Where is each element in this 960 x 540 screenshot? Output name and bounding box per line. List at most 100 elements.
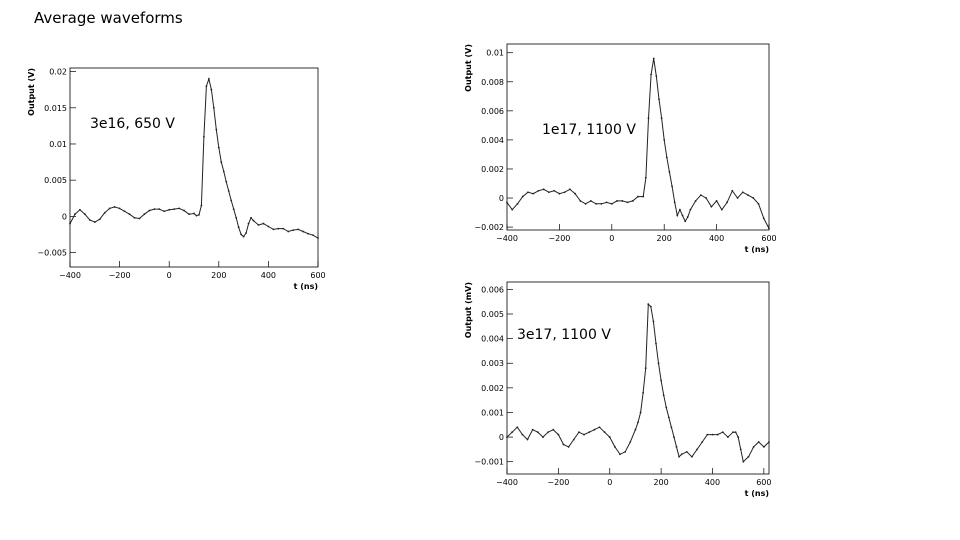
data-point <box>768 441 770 443</box>
x-tick-label: 400 <box>705 478 720 487</box>
data-point <box>237 226 240 229</box>
data-point <box>626 201 629 204</box>
data-point <box>668 170 671 173</box>
data-point <box>93 221 96 224</box>
data-point <box>701 441 704 443</box>
data-point <box>658 98 660 101</box>
data-point <box>178 207 181 210</box>
data-point <box>227 190 230 192</box>
data-point <box>247 222 250 225</box>
data-point <box>613 446 616 448</box>
data-point <box>762 446 765 448</box>
x-tick-label: −200 <box>547 478 569 487</box>
data-point <box>655 75 658 77</box>
data-point <box>699 194 702 197</box>
data-point <box>143 213 146 216</box>
chart-annotation: 3e16, 650 V <box>90 116 175 132</box>
x-tick-label: 600 <box>756 478 771 487</box>
y-axis-label: Output (V) <box>27 68 36 116</box>
data-point <box>553 189 556 192</box>
data-point <box>742 460 745 463</box>
data-point <box>675 446 678 448</box>
data-point <box>679 208 681 211</box>
data-point <box>691 455 693 458</box>
data-point <box>506 436 508 438</box>
data-point <box>739 448 742 451</box>
y-tick-label: −0.001 <box>474 458 504 467</box>
data-point <box>542 188 545 191</box>
data-point <box>558 192 561 195</box>
data-point <box>579 200 582 202</box>
data-point <box>521 195 524 198</box>
data-point <box>578 431 580 434</box>
x-tick-label: 200 <box>657 234 672 243</box>
data-point <box>665 156 668 159</box>
data-point <box>752 446 755 448</box>
data-point <box>262 222 265 225</box>
data-point <box>257 224 260 226</box>
data-point <box>242 235 245 238</box>
data-point <box>168 208 171 211</box>
data-point <box>642 195 645 198</box>
data-point <box>600 202 603 205</box>
data-point <box>245 232 247 234</box>
data-point <box>671 185 673 188</box>
data-point <box>193 212 195 215</box>
x-tick-label: 200 <box>653 478 668 487</box>
data-point <box>644 367 647 370</box>
data-point <box>619 453 621 456</box>
y-tick-label: −0.005 <box>37 249 67 258</box>
data-point <box>584 202 587 205</box>
data-point <box>547 431 549 434</box>
data-point <box>747 194 749 197</box>
x-tick-label: 0 <box>167 271 172 280</box>
data-point <box>595 202 597 205</box>
data-point <box>660 117 663 120</box>
data-point <box>173 208 176 211</box>
data-point <box>589 200 592 202</box>
data-point <box>752 197 755 199</box>
data-point <box>198 213 200 216</box>
data-point <box>694 200 697 202</box>
data-point <box>527 191 529 194</box>
data-point <box>731 189 734 192</box>
y-tick-label: 0 <box>499 194 504 203</box>
data-point <box>287 230 290 233</box>
data-point <box>572 438 575 441</box>
data-point <box>720 208 723 211</box>
data-point <box>768 227 770 230</box>
x-tick-label: 0 <box>609 234 614 243</box>
x-tick-label: −400 <box>59 271 81 280</box>
data-point <box>537 189 540 192</box>
data-point <box>634 428 637 431</box>
y-tick-label: 0.005 <box>481 310 504 319</box>
data-point <box>108 207 111 210</box>
x-tick-label: 600 <box>761 234 776 243</box>
plot-frame <box>69 67 319 268</box>
slide-title: Average waveforms <box>34 9 183 27</box>
data-point <box>69 222 71 225</box>
plot-frame <box>506 281 770 475</box>
data-point <box>673 201 676 204</box>
data-point <box>665 406 668 409</box>
data-point <box>734 431 737 434</box>
x-tick-label: −400 <box>496 478 518 487</box>
chart-annotation: 3e17, 1100 V <box>517 327 611 343</box>
data-point <box>250 216 252 219</box>
data-point <box>686 216 689 218</box>
data-point <box>562 443 565 446</box>
data-point <box>552 428 555 431</box>
data-point <box>536 431 539 434</box>
data-point <box>616 200 618 202</box>
data-point <box>103 211 106 214</box>
data-point <box>678 455 680 458</box>
data-point <box>225 180 228 183</box>
x-tick-label: 600 <box>310 271 325 280</box>
data-point <box>598 426 601 429</box>
waveform-chart-1e17: −400 −200 0 200 400 600 −0.002 0 0.002 0.004 0.006… <box>464 43 777 254</box>
data-point <box>307 232 309 235</box>
data-point <box>588 431 591 434</box>
data-point <box>583 433 585 436</box>
data-point <box>282 227 285 230</box>
x-tick-label: −200 <box>109 271 131 280</box>
